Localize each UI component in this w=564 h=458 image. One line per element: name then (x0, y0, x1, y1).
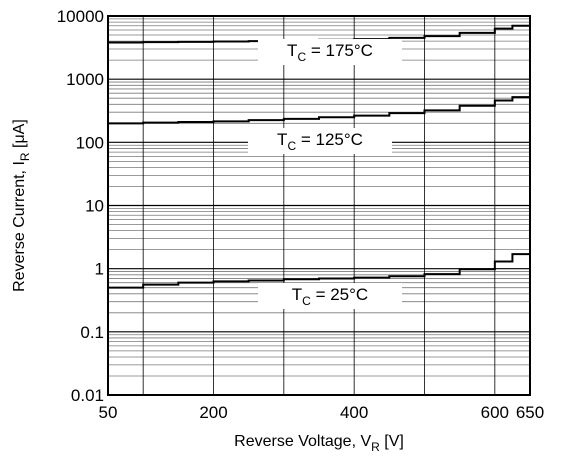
y-axis-ticks: 10000 1000 100 10 1 0.1 0.01 (57, 7, 104, 405)
x-tick-label: 600 (481, 403, 509, 422)
x-tick-label: 400 (340, 403, 368, 422)
y-tick-label: 1 (95, 260, 104, 279)
series-label-main: T (292, 285, 302, 304)
series-label-bg-1 (248, 128, 392, 154)
y-tick-label: 100 (76, 133, 104, 152)
series-label-sub: C (302, 294, 311, 308)
series-label-main: T (277, 130, 287, 149)
series-labels: TC = 175°CTC = 125°CTC = 25°C (248, 39, 402, 309)
y-tick-label: 1000 (66, 70, 104, 89)
y-tick-label: 0.1 (80, 323, 104, 342)
series-label-main: T (287, 41, 297, 60)
series-label-0: TC = 175°C (287, 41, 373, 64)
x-axis-label: Reverse Voltage, VR [V] (234, 433, 404, 454)
x-axis-label-unit: [V] (380, 433, 404, 450)
y-tick-label: 10 (85, 197, 104, 216)
x-tick-label: 50 (99, 403, 118, 422)
x-tick-label: 650 (516, 403, 544, 422)
plot-frame (107, 15, 531, 396)
y-axis-label: Reverse Current, IR [μA] (11, 119, 32, 292)
series-label-rest: = 125°C (296, 130, 363, 149)
x-tick-label: 200 (199, 403, 227, 422)
series-label-sub: C (297, 50, 306, 64)
y-axis-label-main: Reverse Current, I (11, 161, 28, 292)
x-axis-label-main: Reverse Voltage, V (234, 433, 371, 450)
series-label-2: TC = 25°C (292, 285, 368, 308)
series-label-1: TC = 125°C (277, 130, 363, 153)
y-axis-label-unit: [μA] (11, 119, 28, 152)
y-tick-label: 10000 (57, 7, 104, 26)
series-line-2 (108, 244, 531, 289)
x-axis-ticks: 50 200 400 600 650 (99, 403, 545, 422)
y-tick-label: 0.01 (71, 386, 104, 405)
series-label-bg-2 (258, 283, 402, 309)
x-axis-label-sub: R (371, 440, 380, 454)
series-label-rest: = 25°C (311, 285, 368, 304)
series-label-rest: = 175°C (306, 41, 373, 60)
series-line-1 (108, 93, 531, 125)
series-label-bg-0 (258, 39, 402, 65)
series-label-sub: C (287, 139, 296, 153)
y-axis-label-sub: R (18, 152, 32, 161)
